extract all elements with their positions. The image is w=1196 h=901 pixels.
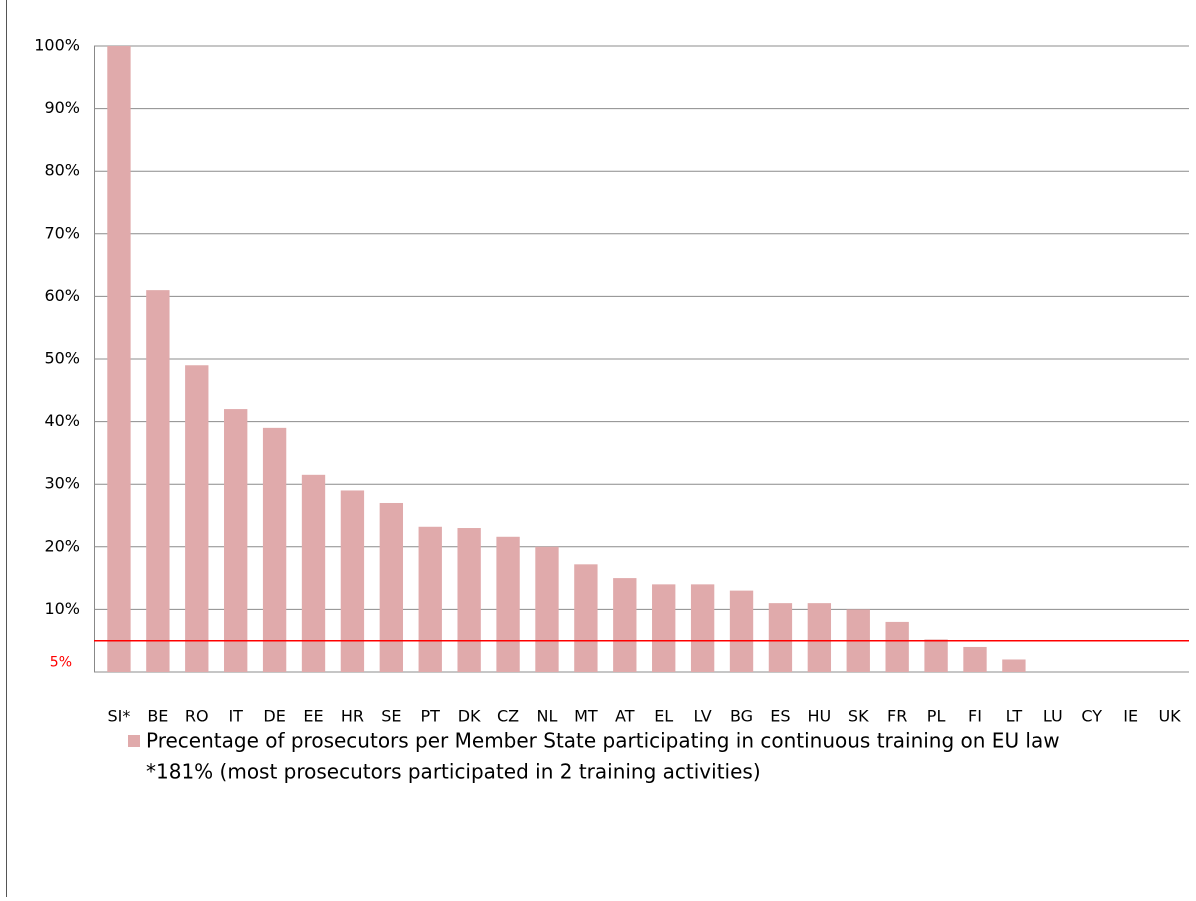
x-tick-label: BE bbox=[147, 707, 168, 726]
bar bbox=[652, 584, 676, 672]
x-tick-label: CY bbox=[1081, 707, 1102, 726]
bar bbox=[885, 621, 909, 672]
reference-label: 5% bbox=[50, 655, 72, 671]
x-tick-label: IE bbox=[1123, 707, 1138, 726]
bar bbox=[535, 546, 559, 672]
bar bbox=[613, 578, 637, 672]
y-tick-label: 30% bbox=[44, 474, 80, 493]
x-tick-label: EE bbox=[303, 707, 323, 726]
x-tick-label: CZ bbox=[497, 707, 519, 726]
y-tick-label: 50% bbox=[44, 349, 80, 368]
bar bbox=[340, 490, 365, 672]
bar bbox=[457, 528, 481, 672]
bar bbox=[574, 564, 598, 672]
y-tick-label: 100% bbox=[34, 36, 80, 55]
bar bbox=[924, 639, 948, 672]
bar bbox=[146, 290, 170, 672]
y-tick-label: 60% bbox=[44, 286, 80, 305]
x-tick-label: MT bbox=[574, 707, 598, 726]
x-tick-label: PL bbox=[927, 707, 946, 726]
bar bbox=[107, 46, 131, 672]
x-tick-label: SK bbox=[848, 707, 869, 726]
y-tick-label: 80% bbox=[44, 161, 80, 180]
x-tick-label: FI bbox=[968, 707, 982, 726]
bar bbox=[224, 409, 248, 672]
bar bbox=[496, 536, 520, 672]
x-tick-label: FR bbox=[887, 707, 907, 726]
x-tick-label: UK bbox=[1158, 707, 1181, 726]
x-tick-label: RO bbox=[185, 707, 209, 726]
x-tick-label: NL bbox=[537, 707, 558, 726]
bar bbox=[1002, 659, 1026, 672]
x-tick-label: LV bbox=[694, 707, 712, 726]
x-tick-label: AT bbox=[615, 707, 635, 726]
x-tick-label: HU bbox=[807, 707, 831, 726]
x-tick-label: PT bbox=[421, 707, 441, 726]
x-tick-label: SI* bbox=[108, 707, 131, 726]
bar bbox=[963, 646, 987, 672]
bar bbox=[418, 526, 442, 672]
y-tick-label: 90% bbox=[44, 98, 80, 117]
legend-label: Precentage of prosecutors per Member Sta… bbox=[146, 729, 1060, 753]
y-tick-label: 70% bbox=[44, 223, 80, 242]
bar bbox=[729, 590, 754, 672]
bar bbox=[807, 603, 832, 672]
y-tick-label: 40% bbox=[44, 411, 80, 430]
bar bbox=[185, 365, 209, 672]
x-tick-label: LT bbox=[1006, 707, 1023, 726]
x-tick-label: LU bbox=[1043, 707, 1063, 726]
x-tick-label: HR bbox=[341, 707, 364, 726]
y-tick-label: 20% bbox=[44, 536, 80, 555]
bar bbox=[379, 502, 404, 672]
y-tick-label: 10% bbox=[44, 599, 80, 618]
bar bbox=[262, 427, 287, 672]
legend-swatch bbox=[128, 735, 140, 747]
x-tick-label: BG bbox=[730, 707, 753, 726]
bar bbox=[768, 603, 793, 672]
note: *181% (most prosecutors participated in … bbox=[146, 760, 761, 784]
x-tick-label: DK bbox=[458, 707, 481, 726]
bar bbox=[301, 474, 326, 672]
x-tick-label: EL bbox=[654, 707, 673, 726]
x-tick-label: IT bbox=[228, 707, 243, 726]
bar bbox=[690, 584, 715, 672]
x-tick-label: SE bbox=[381, 707, 401, 726]
x-tick-label: ES bbox=[770, 707, 790, 726]
x-tick-label: DE bbox=[263, 707, 285, 726]
